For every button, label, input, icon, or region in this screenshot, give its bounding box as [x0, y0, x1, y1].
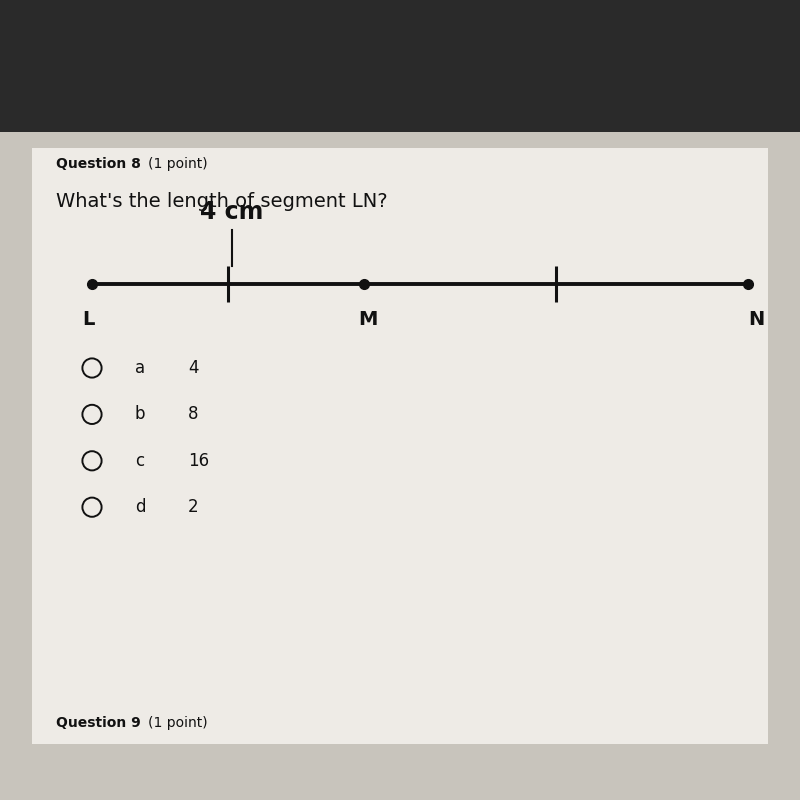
Text: a: a: [135, 359, 145, 377]
Bar: [32, 148, 768, 744]
Text: What's the length of segment LN?: What's the length of segment LN?: [56, 192, 388, 211]
Text: 4 cm: 4 cm: [200, 200, 264, 224]
Text: 8: 8: [188, 406, 198, 423]
Text: (1 point): (1 point): [148, 157, 208, 171]
Text: Question 8: Question 8: [56, 157, 141, 171]
Text: d: d: [134, 498, 146, 516]
Text: 16: 16: [188, 452, 209, 470]
Text: Question 9: Question 9: [56, 716, 141, 730]
Text: 2: 2: [188, 498, 198, 516]
Text: M: M: [358, 310, 378, 329]
Text: L: L: [82, 310, 94, 329]
Text: c: c: [135, 452, 145, 470]
Text: N: N: [748, 310, 764, 329]
Bar: [0, 0, 800, 132]
Text: b: b: [134, 406, 146, 423]
Text: (1 point): (1 point): [148, 716, 208, 730]
Text: 4: 4: [188, 359, 198, 377]
